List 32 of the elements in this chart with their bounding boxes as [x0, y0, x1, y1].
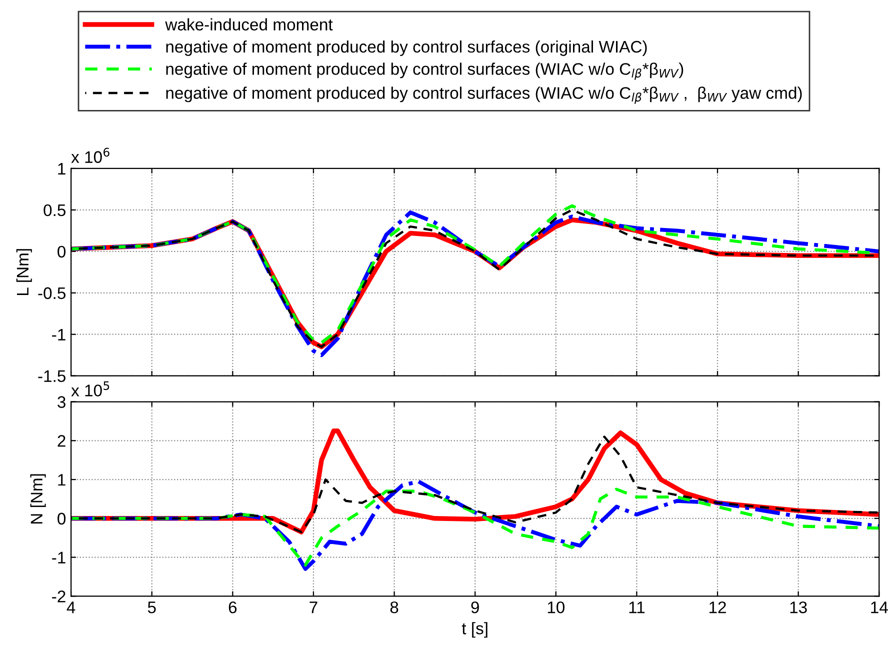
y-axis-title: L [Nm] [16, 249, 32, 296]
y-axis-title: N [Nm] [30, 474, 46, 524]
x-tick-label: 11 [629, 602, 645, 614]
y-tick-label: -1.5 [38, 370, 66, 382]
y-tick-label: 1 [58, 163, 66, 175]
x-tick-label: 5 [148, 602, 156, 614]
legend-label: wake-induced moment [165, 18, 333, 30]
x-tick-label: 4 [66, 602, 76, 614]
y-tick-label: 2 [58, 435, 66, 447]
y-tick-label: 1 [58, 474, 66, 486]
x-tick-label: 10 [548, 601, 565, 614]
legend-label: negative of moment produced by control surfaces (WIAC w/o C$_{lβ}$*β$_{WV}$) [166, 62, 684, 80]
text: x 10$^{6}$ [71, 148, 110, 163]
y-tick-label: -1 [52, 552, 66, 564]
y-tick-label: 0 [58, 512, 66, 525]
y-tick-label: 0.5 [44, 204, 66, 216]
x-tick-label: 6 [228, 601, 237, 614]
x-tick-label: 12 [710, 601, 726, 614]
x-axis-title: t [s] [462, 622, 488, 638]
x-tick-label: 14 [871, 602, 888, 614]
y-tick-label: -0.5 [38, 287, 66, 300]
x-tick-label: 13 [790, 601, 807, 614]
x-tick-label: 8 [390, 601, 398, 614]
y-tick-label: 3 [58, 396, 66, 408]
x-tick-label: 9 [471, 601, 479, 614]
y-tick-label: -1 [52, 328, 66, 340]
legend-label: negative of moment produced by control surfaces (original WIAC) [166, 40, 647, 56]
y-tick-label: -2 [52, 590, 66, 602]
legend-label: negative of moment produced by control surfaces (WIAC w/o C$_{lβ}$*β$_{WV}$ , β$_{WV}$ yaw cmd) [166, 86, 802, 104]
text: x 10$^{5}$ [71, 381, 110, 396]
y-tick-label: 0 [58, 246, 66, 258]
x-tick-label: 7 [310, 602, 318, 614]
